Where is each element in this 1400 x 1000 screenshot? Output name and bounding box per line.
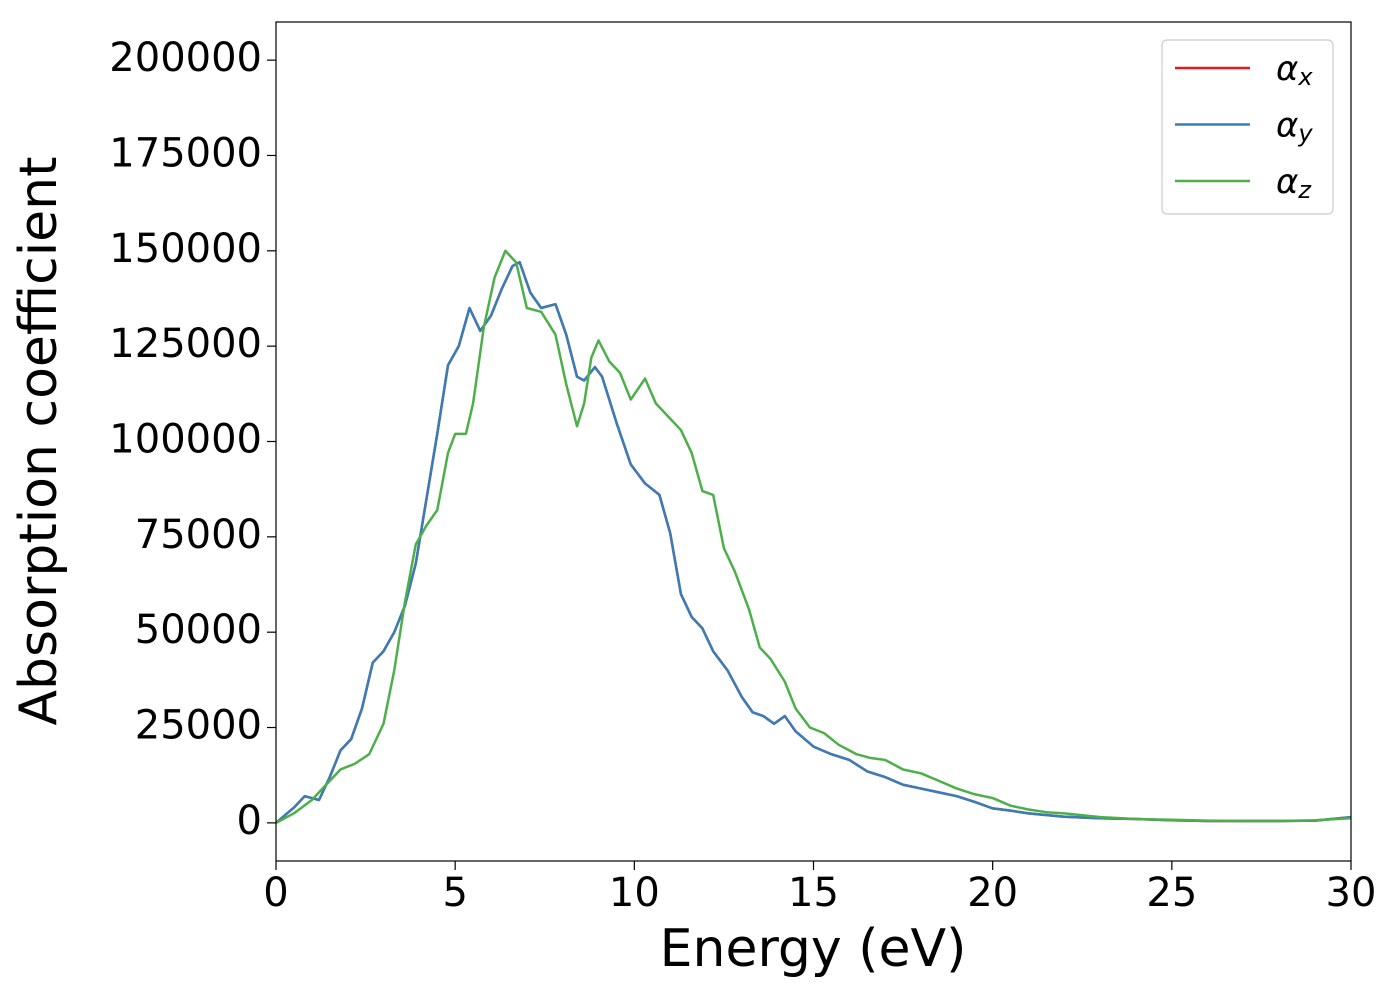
- legend-symbol: α: [1276, 105, 1298, 145]
- y-tick-label: 75000: [135, 512, 262, 558]
- x-tick-label: 25: [1146, 870, 1197, 916]
- data-line: [276, 249, 1351, 824]
- x-tick-label: 30: [1326, 870, 1377, 916]
- legend-box: [1161, 39, 1334, 215]
- x-tick-label: 0: [263, 870, 288, 916]
- y-tick-label: 50000: [135, 607, 262, 653]
- legend-symbol: α: [1276, 49, 1298, 89]
- legend-subscript: x: [1297, 63, 1313, 91]
- legend-label: αy: [1276, 105, 1313, 148]
- y-tick-label: 150000: [109, 226, 262, 272]
- legend-subscript: y: [1297, 120, 1313, 148]
- data-line: [276, 261, 1351, 824]
- x-axis-label: Energy (eV): [660, 919, 967, 979]
- x-tick-label: 10: [609, 870, 660, 916]
- legend-label: αx: [1276, 49, 1313, 92]
- y-axis-label: Absorption coefficient: [9, 156, 69, 725]
- legend-subscript: z: [1297, 176, 1312, 204]
- y-tick-label: 0: [237, 798, 262, 844]
- y-tick-label: 25000: [135, 703, 262, 749]
- y-tick-label: 175000: [109, 130, 262, 176]
- x-tick-label: 15: [788, 870, 839, 916]
- y-tick-label: 125000: [109, 321, 262, 367]
- legend-label: αz: [1276, 162, 1312, 205]
- plot-frame: [275, 21, 1352, 862]
- y-tick-label: 200000: [109, 35, 262, 81]
- y-tick-label: 100000: [109, 417, 262, 463]
- x-tick-label: 20: [967, 870, 1018, 916]
- x-tick-label: 5: [442, 870, 467, 916]
- legend-symbol: α: [1276, 162, 1298, 202]
